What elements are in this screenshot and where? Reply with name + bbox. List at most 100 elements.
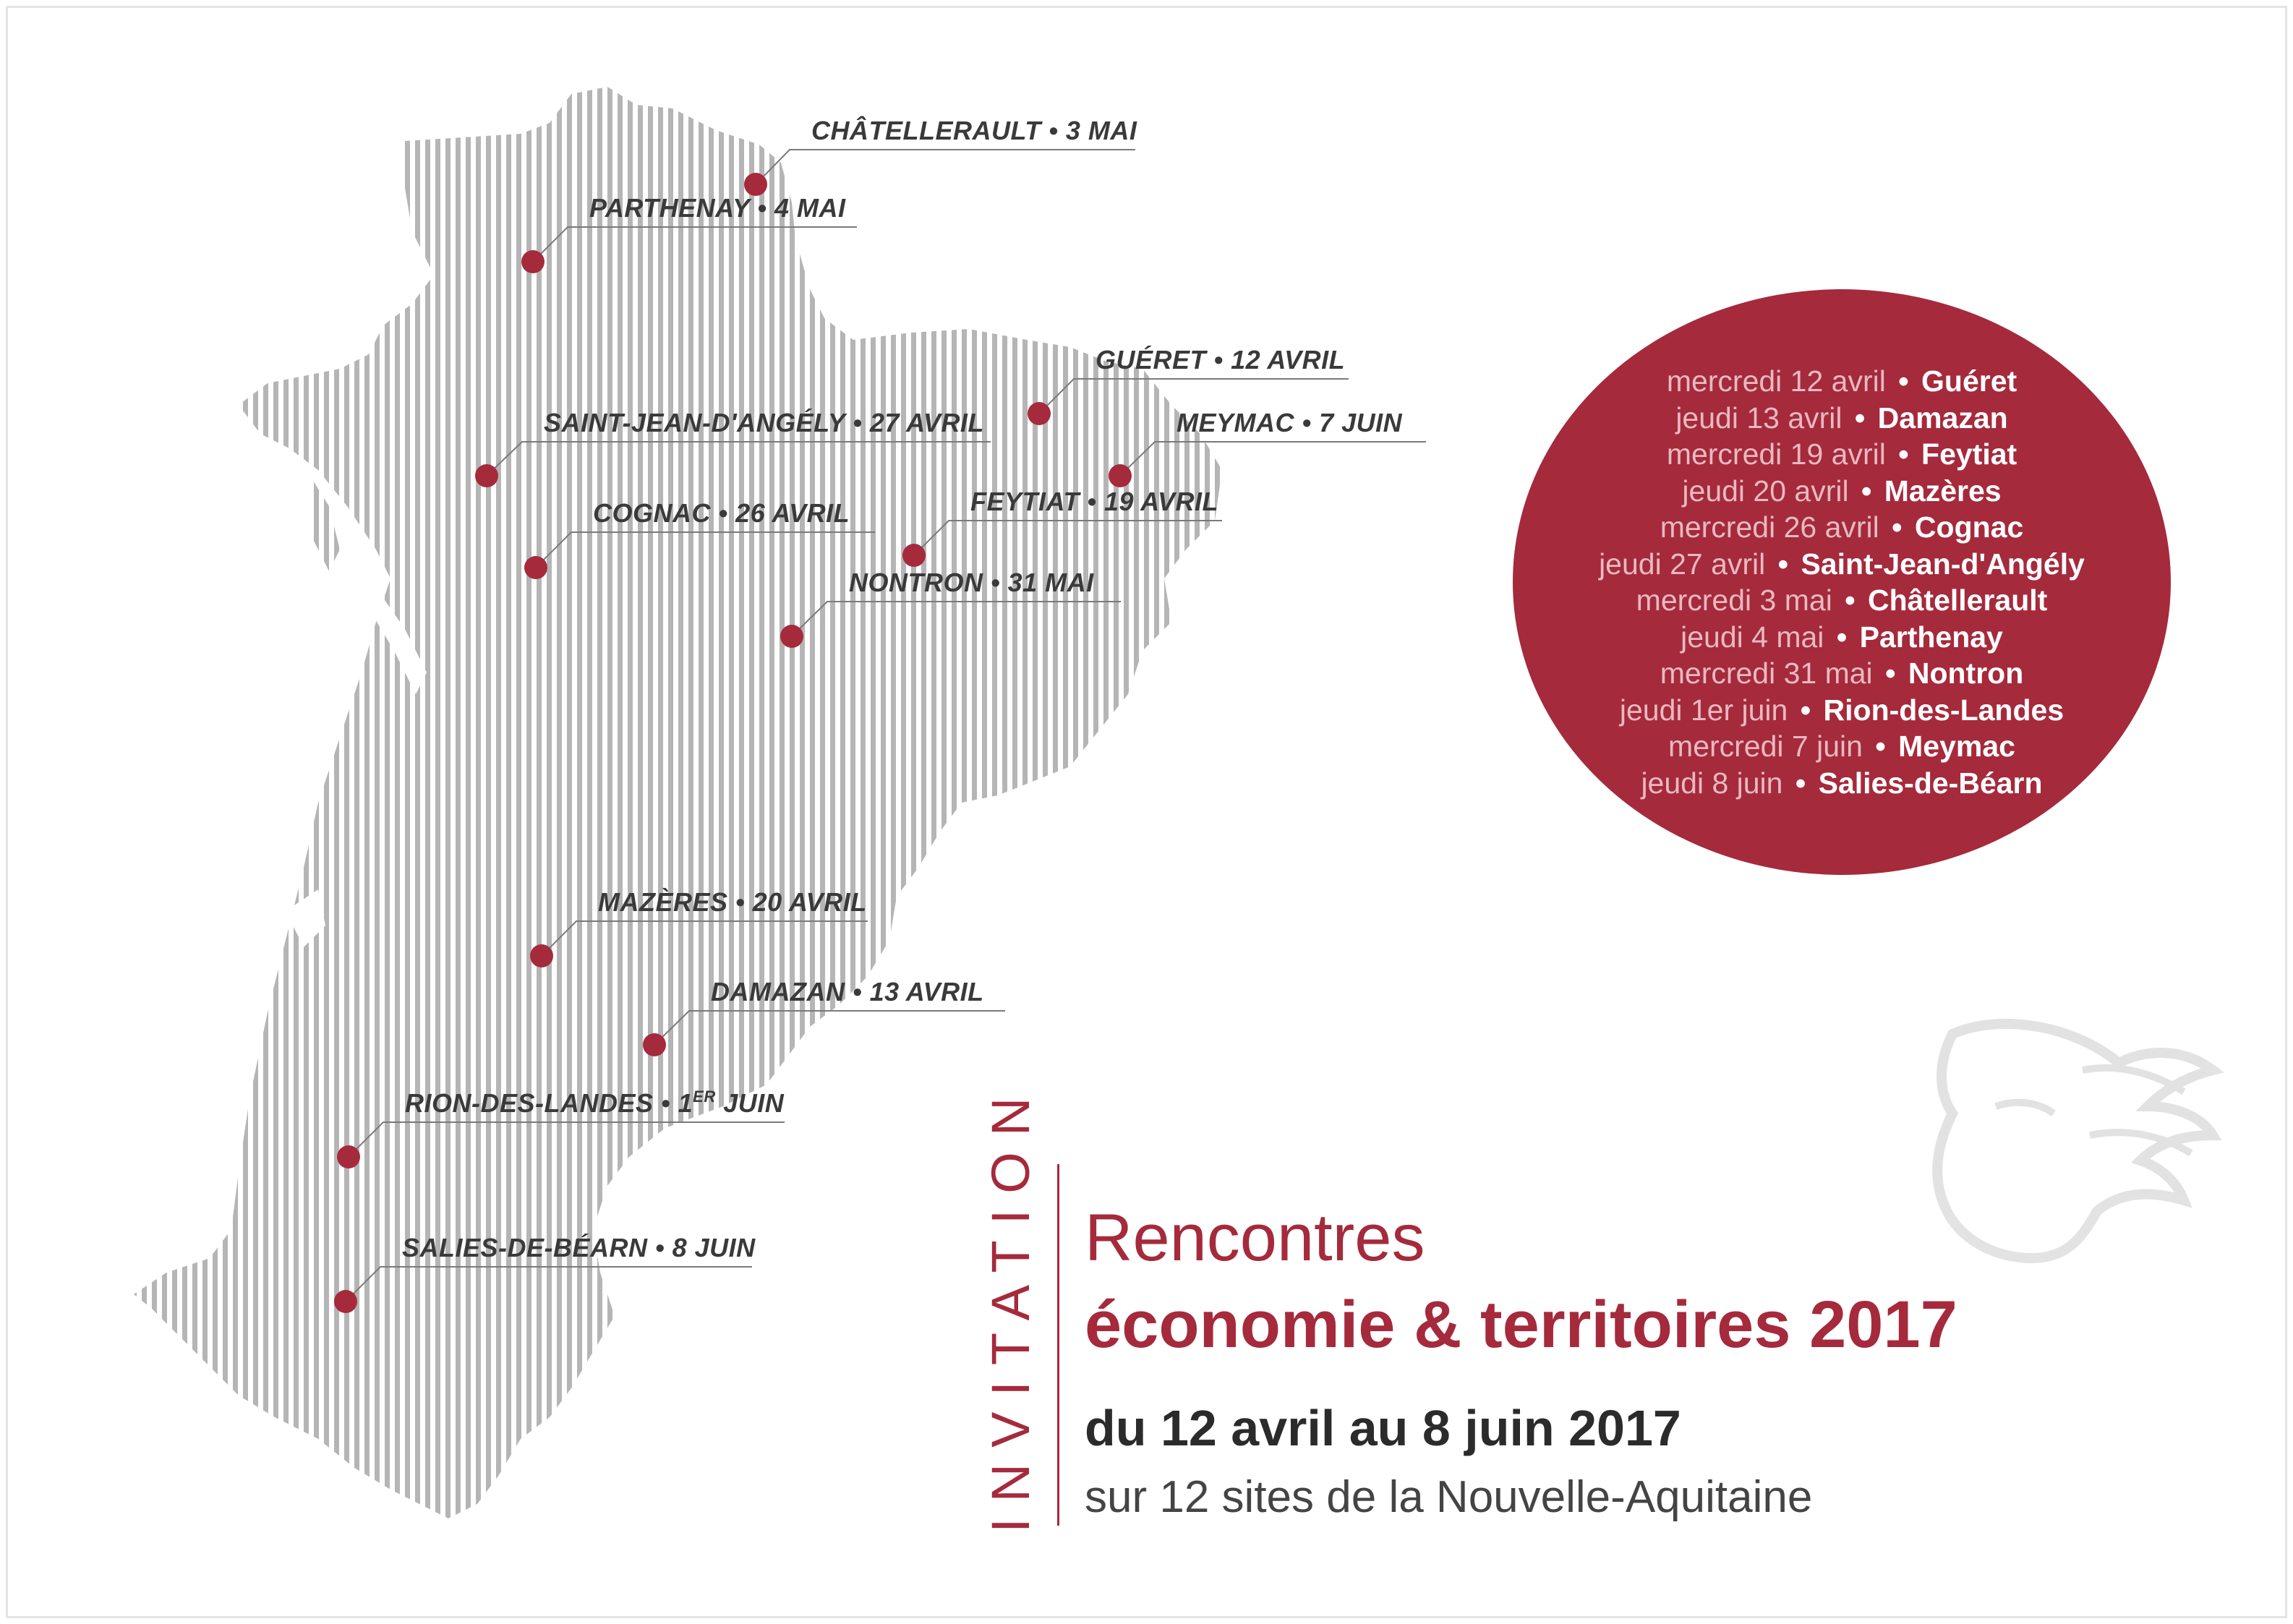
schedule-row: jeudi 1er juin • Rion-des-Landes	[1599, 692, 2085, 729]
site-label: PARTHENAY • 4 MAI	[589, 193, 846, 223]
site-label: COGNAC • 26 AVRIL	[593, 498, 850, 528]
schedule-date: mercredi 12 avril	[1666, 364, 1886, 398]
site-leader-line	[345, 1266, 752, 1302]
location-dot-icon	[1109, 464, 1132, 487]
arcachon-basin	[286, 889, 325, 947]
map-site-salies-de-bearn: SALIES-DE-BÉARN • 8 JUIN	[334, 1233, 756, 1313]
schedule-separator: •	[1845, 584, 1856, 617]
site-label: RION-DES-LANDES • 1ER JUIN	[405, 1087, 785, 1118]
schedule-row: jeudi 27 avril • Saint-Jean-d'Angély	[1599, 546, 2085, 583]
site-leader-line	[541, 920, 868, 957]
schedule-city: Meymac	[1898, 730, 2015, 763]
map-site-gueret: GUÉRET • 12 AVRIL	[1028, 345, 1349, 425]
site-leader-line	[535, 531, 875, 568]
island-oleron	[311, 477, 340, 571]
site-leader-line	[532, 226, 857, 262]
title-economie-territoires: économie & territoires 2017	[1085, 1288, 1957, 1362]
map-site-nontron: NONTRON • 31 MAI	[780, 568, 1121, 648]
location-dot-icon	[337, 1145, 360, 1168]
schedule-separator: •	[1836, 620, 1848, 654]
site-leader-line	[913, 520, 1222, 556]
location-dot-icon	[530, 944, 553, 967]
map-site-chatellerault: CHÂTELLERAULT • 3 MAI	[744, 115, 1137, 196]
map-site-mazeres: MAZÈRES • 20 AVRIL	[530, 887, 868, 967]
location-dot-icon	[1028, 402, 1051, 425]
schedule-separator: •	[1885, 657, 1896, 690]
schedule-date: mercredi 3 mai	[1636, 584, 1832, 617]
location-dot-icon	[521, 250, 545, 273]
schedule-city: Cognac	[1914, 510, 2024, 544]
site-leader-line	[486, 441, 991, 476]
site-label: SALIES-DE-BÉARN • 8 JUIN	[402, 1233, 756, 1262]
map-site-feytiat: FEYTIAT • 19 AVRIL	[902, 487, 1222, 567]
schedule-city: Feytiat	[1921, 437, 2017, 471]
schedule-city: Saint-Jean-d'Angély	[1801, 547, 2085, 581]
schedule-date: jeudi 13 avril	[1675, 401, 1842, 435]
site-leader-line	[1119, 441, 1426, 476]
site-label: GUÉRET • 12 AVRIL	[1096, 345, 1345, 375]
schedule-row: mercredi 7 juin • Meymac	[1599, 728, 2085, 765]
schedule-separator: •	[1861, 474, 1872, 508]
map-site-parthenay: PARTHENAY • 4 MAI	[521, 193, 857, 273]
schedule-date: jeudi 27 avril	[1599, 547, 1766, 581]
schedule-date: mercredi 26 avril	[1660, 510, 1879, 544]
site-label: DAMAZAN • 13 AVRIL	[711, 977, 984, 1007]
schedule-city: Damazan	[1877, 401, 2008, 435]
event-sites: sur 12 sites de la Nouvelle-Aquitaine	[1085, 1472, 1813, 1522]
schedule-separator: •	[1898, 437, 1909, 471]
schedule-separator: •	[1854, 401, 1866, 435]
title-rencontres: Rencontres	[1085, 1201, 1425, 1275]
site-label: CHÂTELLERAULT • 3 MAI	[811, 115, 1137, 145]
site-leader-line	[755, 149, 1135, 185]
location-dot-icon	[524, 556, 547, 579]
region-outline	[134, 87, 1222, 1518]
site-leader-line	[348, 1121, 785, 1158]
schedule-row: mercredi 31 mai • Nontron	[1599, 655, 2085, 692]
site-label: MEYMAC • 7 JUIN	[1177, 408, 1403, 437]
location-dot-icon	[902, 544, 926, 567]
schedule-date: jeudi 4 mai	[1681, 620, 1824, 654]
sites-layer: CHÂTELLERAULT • 3 MAI PARTHENAY • 4 MAI GU…	[334, 115, 1426, 1313]
location-dot-icon	[475, 464, 498, 487]
schedule-row: mercredi 19 avril • Feytiat	[1599, 436, 2085, 473]
schedule-city: Guéret	[1921, 364, 2017, 398]
schedule-separator: •	[1898, 364, 1909, 398]
site-label: NONTRON • 31 MAI	[849, 568, 1094, 597]
site-label: MAZÈRES • 20 AVRIL	[598, 887, 867, 917]
event-dates: du 12 avril au 8 juin 2017	[1085, 1400, 1681, 1456]
schedule-date: mercredi 19 avril	[1666, 437, 1886, 471]
map-site-damazan: DAMAZAN • 13 AVRIL	[643, 977, 1005, 1056]
location-dot-icon	[334, 1290, 357, 1313]
schedule-date: jeudi 20 avril	[1682, 474, 1849, 508]
schedule-circle: mercredi 12 avril • Guéret jeudi 13 avril…	[1513, 289, 2171, 875]
map-site-rion-des-landes: RION-DES-LANDES • 1ER JUIN	[337, 1087, 785, 1168]
title-divider	[1057, 1164, 1059, 1526]
schedule-row: mercredi 3 mai • Châtellerault	[1599, 582, 2085, 619]
island-re	[249, 394, 296, 419]
schedule-separator: •	[1892, 510, 1903, 544]
map-site-cognac: COGNAC • 26 AVRIL	[524, 498, 875, 579]
schedule-city: Rion-des-Landes	[1823, 693, 2064, 727]
site-leader-line	[791, 601, 1121, 637]
schedule-row: mercredi 26 avril • Cognac	[1599, 509, 2085, 546]
schedule-separator: •	[1777, 547, 1789, 581]
lion-head-logo-icon	[1932, 1018, 2224, 1264]
schedule-date: mercredi 31 mai	[1660, 657, 1873, 690]
schedule-separator: •	[1800, 693, 1811, 727]
site-label: FEYTIAT • 19 AVRIL	[970, 487, 1218, 516]
schedule-city: Mazères	[1884, 474, 2002, 508]
schedule-list: mercredi 12 avril • Guéret jeudi 13 avril…	[1599, 363, 2085, 801]
schedule-city: Nontron	[1908, 657, 2024, 690]
schedule-date: jeudi 1er juin	[1619, 693, 1788, 727]
schedule-row: jeudi 13 avril • Damazan	[1599, 400, 2085, 437]
schedule-row: jeudi 8 juin • Salies-de-Béarn	[1599, 765, 2085, 802]
schedule-city: Salies-de-Béarn	[1818, 766, 2043, 800]
site-label: SAINT-JEAN-D'ANGÉLY • 27 AVRIL	[544, 408, 984, 437]
map-site-meymac: MEYMAC • 7 JUIN	[1109, 408, 1426, 487]
schedule-separator: •	[1795, 766, 1806, 800]
schedule-row: jeudi 4 mai • Parthenay	[1599, 619, 2085, 656]
schedule-separator: •	[1875, 730, 1886, 763]
invitation-word: INVITATION	[981, 1081, 1041, 1533]
location-dot-icon	[744, 173, 767, 196]
